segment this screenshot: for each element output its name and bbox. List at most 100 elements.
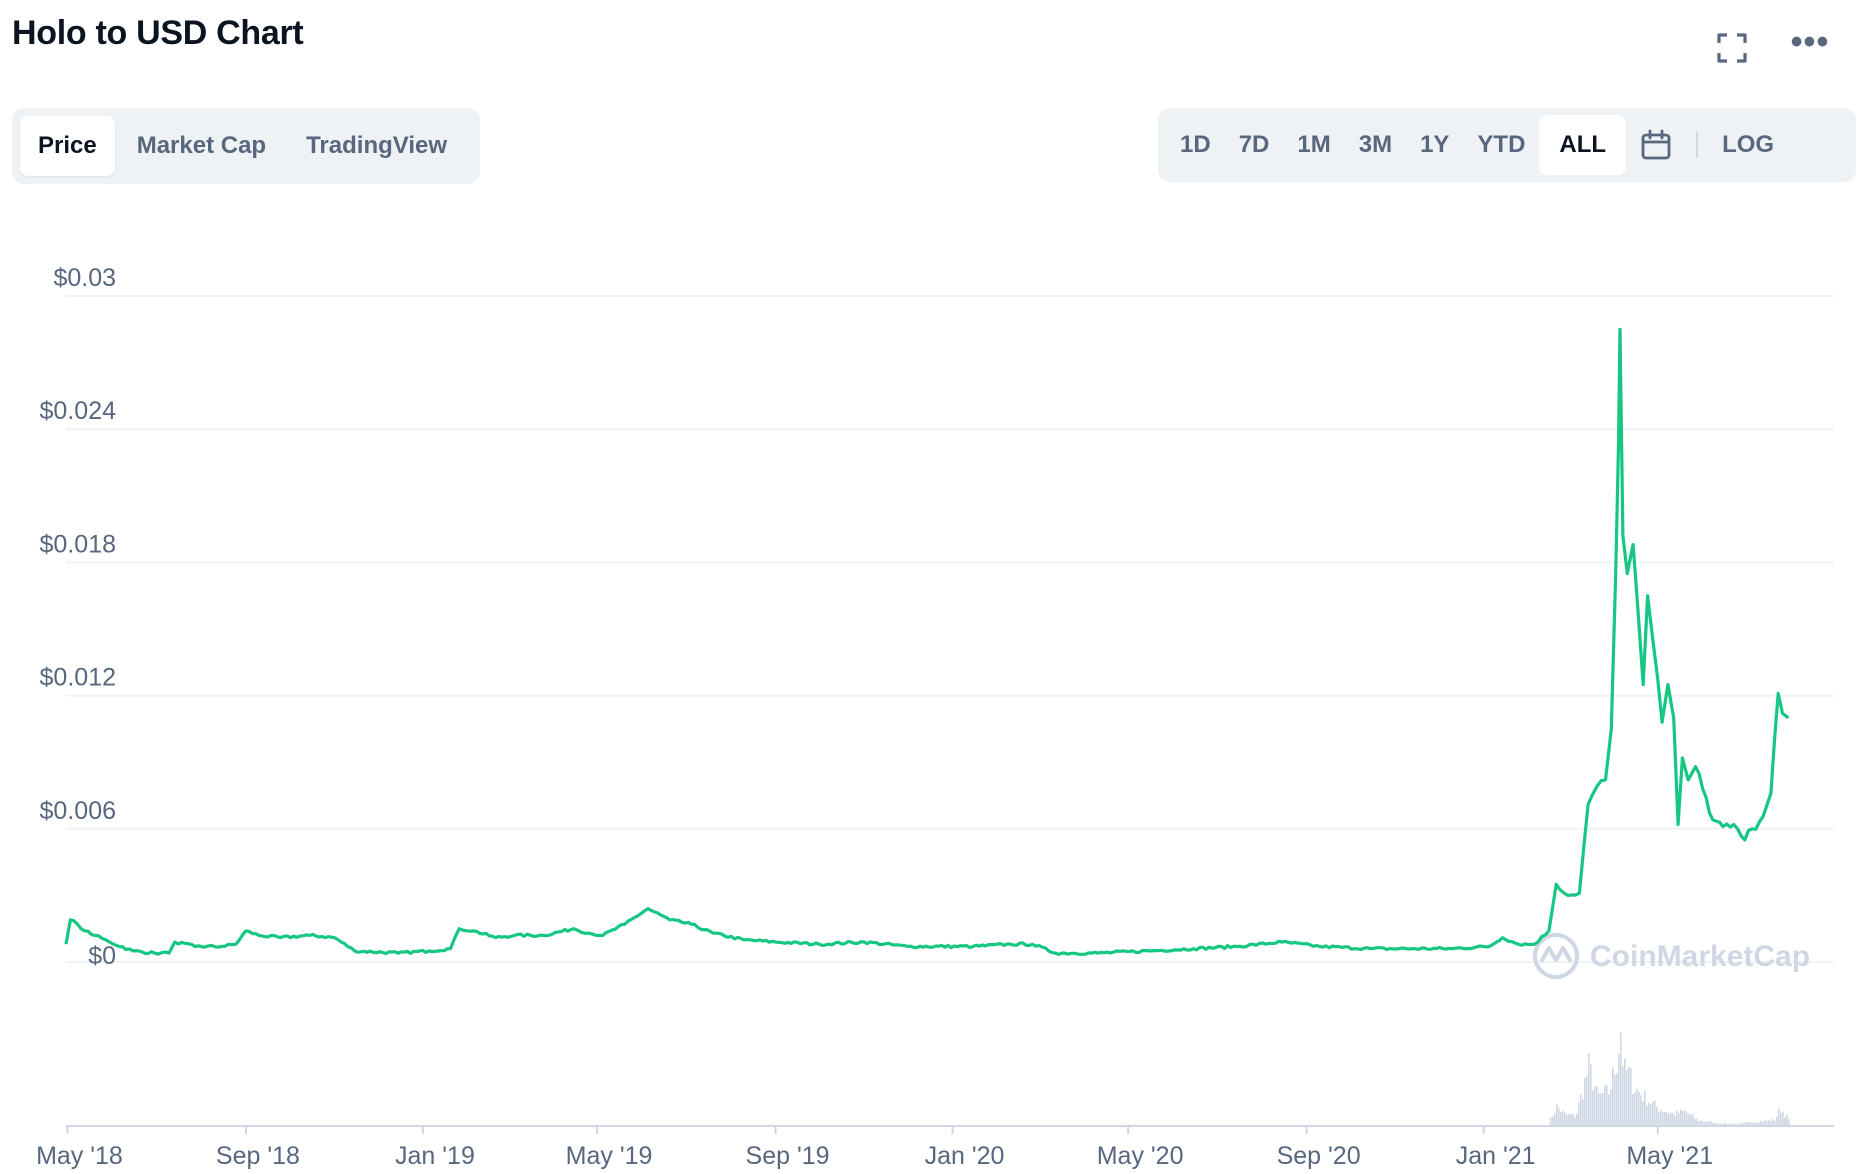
volume-bar <box>1732 1123 1734 1126</box>
y-tick-label: $0 <box>88 942 116 970</box>
date-picker-button[interactable] <box>1626 115 1686 175</box>
volume-bar <box>1648 1102 1650 1126</box>
calendar-icon <box>1641 129 1671 160</box>
volume-bar <box>1580 1094 1582 1126</box>
watermark-text: CoinMarketCap <box>1590 940 1810 973</box>
volume-bar <box>1728 1123 1730 1126</box>
fullscreen-button[interactable] <box>1708 24 1756 72</box>
range-1d-button[interactable]: 1D <box>1180 131 1211 158</box>
volume-bar <box>1740 1123 1742 1126</box>
x-tick-label: Sep '18 <box>216 1142 300 1170</box>
volume-bar <box>1644 1090 1646 1126</box>
volume-bar <box>1578 1102 1580 1126</box>
volume-bar <box>1676 1110 1678 1126</box>
volume-bar <box>1558 1108 1560 1126</box>
expand-icon <box>1717 33 1747 63</box>
volume-bar <box>1678 1113 1680 1126</box>
volume-bar <box>1748 1122 1750 1126</box>
volume-bar <box>1600 1092 1602 1126</box>
x-tick-label: Sep '20 <box>1277 1142 1361 1170</box>
volume-bar <box>1714 1122 1716 1126</box>
volume-bar <box>1712 1123 1714 1126</box>
volume-bar <box>1576 1113 1578 1126</box>
volume-bar <box>1704 1121 1706 1126</box>
volume-bar <box>1766 1120 1768 1126</box>
volume-bar <box>1554 1113 1556 1126</box>
volume-bar <box>1706 1121 1708 1126</box>
volume-bar <box>1560 1112 1562 1126</box>
volume-bar <box>1594 1086 1596 1126</box>
range-1y-button[interactable]: 1Y <box>1420 131 1450 158</box>
volume-bar <box>1550 1117 1552 1126</box>
volume-bar <box>1658 1111 1660 1126</box>
chart-type-tabs: Price Market Cap TradingView <box>12 108 480 184</box>
volume-bar <box>1552 1116 1554 1126</box>
volume-bar <box>1780 1112 1782 1126</box>
volume-bar <box>1778 1108 1780 1126</box>
volume-bar <box>1686 1112 1688 1126</box>
volume-bar <box>1710 1121 1712 1126</box>
log-scale-button[interactable]: LOG <box>1722 131 1775 158</box>
volume-bar <box>1632 1094 1634 1126</box>
volume-bar <box>1744 1122 1746 1126</box>
volume-bar <box>1764 1120 1766 1126</box>
coinmarketcap-logo-icon <box>1533 933 1579 979</box>
tab-tradingview[interactable]: TradingView <box>306 132 448 159</box>
volume-bar <box>1700 1120 1702 1126</box>
volume-bar <box>1588 1053 1590 1126</box>
volume-bar <box>1774 1120 1776 1126</box>
x-tick-label: May '18 <box>36 1142 123 1170</box>
volume-bar <box>1722 1123 1724 1126</box>
tab-price[interactable]: Price <box>20 116 115 176</box>
volume-bar <box>1654 1100 1656 1126</box>
volume-bar <box>1636 1088 1638 1126</box>
volume-bar <box>1572 1113 1574 1126</box>
more-options-button[interactable]: ••• <box>1786 24 1834 72</box>
time-range-selector: 1D 7D 1M 3M 1Y YTD ALL LOG <box>1158 108 1856 182</box>
volume-bar <box>1788 1119 1790 1126</box>
volume-bar <box>1614 1074 1616 1126</box>
volume-bar <box>1584 1078 1586 1126</box>
range-3m-button[interactable]: 3M <box>1358 131 1393 158</box>
volume-bar <box>1672 1112 1674 1126</box>
volume-bar <box>1718 1123 1720 1126</box>
tab-market-cap[interactable]: Market Cap <box>136 132 267 159</box>
x-tick-label: Jan '20 <box>925 1142 1005 1170</box>
volume-bar <box>1668 1113 1670 1126</box>
volume-bar <box>1620 1032 1622 1126</box>
volume-bar <box>1642 1101 1644 1126</box>
volume-bar <box>1720 1123 1722 1126</box>
y-tick-label: $0.024 <box>40 397 117 425</box>
range-all-button[interactable]: ALL <box>1539 115 1627 175</box>
volume-bar <box>1742 1122 1744 1126</box>
volume-bar <box>1694 1118 1696 1126</box>
x-tick-label: Jan '19 <box>395 1142 475 1170</box>
y-tick-label: $0.012 <box>40 664 116 692</box>
volume-bar <box>1698 1121 1700 1126</box>
volume-bar <box>1582 1099 1584 1126</box>
range-ytd-button[interactable]: YTD <box>1477 131 1526 158</box>
volume-bar <box>1690 1114 1692 1126</box>
volume-bar <box>1564 1112 1566 1126</box>
volume-bar <box>1626 1070 1628 1126</box>
volume-bar <box>1622 1066 1624 1126</box>
range-1m-button[interactable]: 1M <box>1297 131 1331 158</box>
volume-bar <box>1772 1118 1774 1126</box>
volume-bar <box>1738 1123 1740 1126</box>
volume-bar <box>1646 1105 1648 1126</box>
volume-bar <box>1726 1123 1728 1126</box>
volume-bar <box>1734 1123 1736 1126</box>
volume-bar <box>1762 1121 1764 1126</box>
volume-bar <box>1566 1114 1568 1126</box>
volume-bar <box>1608 1094 1610 1126</box>
range-7d-button[interactable]: 7D <box>1238 131 1270 158</box>
volume-bar <box>1696 1118 1698 1126</box>
coinmarketcap-watermark: CoinMarketCap <box>1533 933 1810 979</box>
volume-bar <box>1756 1122 1758 1126</box>
volume-bar <box>1682 1110 1684 1126</box>
volume-bar <box>1674 1116 1676 1126</box>
volume-bar <box>1630 1068 1632 1126</box>
volume-bar <box>1768 1119 1770 1126</box>
divider <box>1696 132 1699 158</box>
